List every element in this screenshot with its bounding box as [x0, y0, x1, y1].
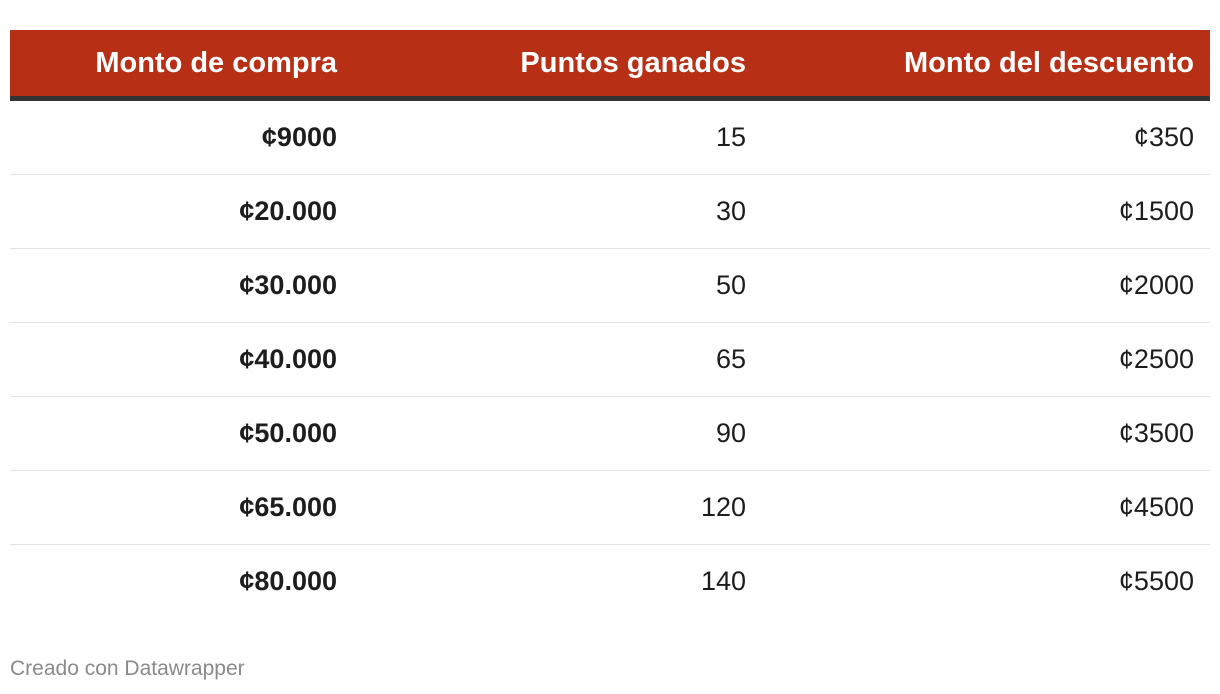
cell-puntos-ganados: 50: [353, 248, 762, 323]
cell-monto-del-descuento: ¢3500: [762, 396, 1210, 471]
table-row: ¢30.000 50 ¢2000: [10, 248, 1210, 323]
table-row: ¢9000 15 ¢350: [10, 98, 1210, 175]
column-header-monto-del-descuento: Monto del descuento: [762, 30, 1210, 101]
cell-monto-de-compra: ¢65.000: [10, 470, 353, 545]
table-row: ¢80.000 140 ¢5500: [10, 545, 1210, 619]
cell-monto-de-compra: ¢40.000: [10, 322, 353, 397]
cell-monto-de-compra: ¢50.000: [10, 396, 353, 471]
column-header-monto-de-compra: Monto de compra: [10, 30, 353, 101]
data-table-container: Monto de compra Puntos ganados Monto del…: [10, 30, 1210, 618]
cell-monto-de-compra: ¢30.000: [10, 248, 353, 323]
cell-monto-del-descuento: ¢2000: [762, 248, 1210, 323]
cell-puntos-ganados: 15: [353, 98, 762, 175]
table-row: ¢40.000 65 ¢2500: [10, 322, 1210, 397]
table-body: ¢9000 15 ¢350 ¢20.000 30 ¢1500 ¢30.000 5…: [10, 98, 1210, 619]
table-header: Monto de compra Puntos ganados Monto del…: [10, 30, 1210, 101]
table-row: ¢65.000 120 ¢4500: [10, 470, 1210, 545]
cell-monto-del-descuento: ¢1500: [762, 174, 1210, 249]
cell-monto-del-descuento: ¢5500: [1118, 566, 1194, 596]
cell-monto-del-descuento: ¢4500: [762, 470, 1210, 545]
cell-monto-de-compra: ¢20.000: [10, 174, 353, 249]
cell-monto-de-compra: ¢9000: [10, 98, 353, 175]
header-row: Monto de compra Puntos ganados Monto del…: [10, 30, 1210, 101]
cell-puntos-ganados: 120: [353, 470, 762, 545]
cell-monto-del-descuento: ¢350: [762, 98, 1210, 175]
cell-puntos-ganados: 65: [353, 322, 762, 397]
table-row: ¢50.000 90 ¢3500: [10, 396, 1210, 471]
cell-puntos-ganados: 30: [353, 174, 762, 249]
column-header-puntos-ganados: Puntos ganados: [353, 30, 762, 101]
cell-puntos-ganados: 140: [700, 566, 746, 596]
cell-puntos-ganados: 90: [353, 396, 762, 471]
cell-monto-del-descuento: ¢2500: [762, 322, 1210, 397]
footer-credit: Creado con Datawrapper: [10, 657, 245, 680]
table-row: ¢20.000 30 ¢1500: [10, 174, 1210, 249]
cell-monto-de-compra: ¢80.000: [239, 566, 337, 596]
data-table: Monto de compra Puntos ganados Monto del…: [10, 30, 1210, 618]
